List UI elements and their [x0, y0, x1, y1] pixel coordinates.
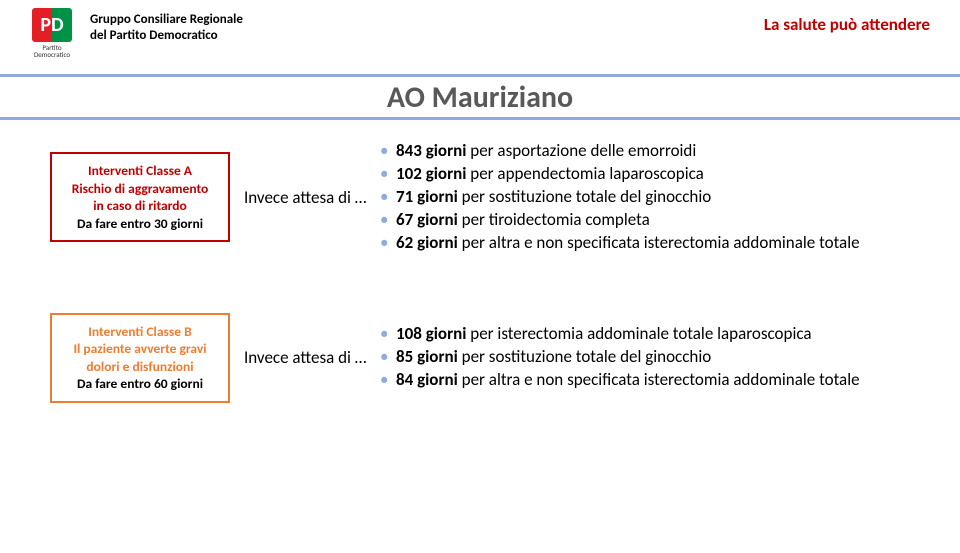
item-rest: per appendectomia laparoscopica: [466, 163, 703, 184]
list-item: 67 giorni per tiroidectomia completa: [380, 209, 920, 232]
list-item: 84 giorni per altra e non specificata is…: [380, 369, 920, 392]
item-rest: per altra e non specificata isterectomia…: [458, 369, 860, 390]
item-rest: per altra e non specificata isterectomia…: [458, 232, 860, 253]
list-item: 102 giorni per appendectomia laparoscopi…: [380, 163, 920, 186]
item-rest: per asportazione delle emorroidi: [466, 140, 696, 161]
list-item: 62 giorni per altra e non specificata is…: [380, 232, 920, 255]
pd-logo-letters: PD: [40, 13, 63, 37]
page-title: AO Mauriziano: [387, 79, 573, 116]
item-rest: per sostituzione totale del ginocchio: [458, 346, 711, 367]
badge-a-line3: in caso di ritardo: [58, 197, 222, 215]
tagline: La salute può attendere: [764, 14, 930, 35]
badge-a-line2: Rischio di aggravamento: [58, 180, 222, 198]
list-item: 85 giorni per sostituzione totale del gi…: [380, 346, 920, 369]
lead-text-a: Invece attesa di …: [230, 187, 380, 208]
badge-class-b: Interventi Classe B Il paziente avverte …: [50, 313, 230, 403]
pd-logo-subtext: Partito Democratico: [24, 44, 80, 58]
item-rest: per isterectomia addominale totale lapar…: [466, 323, 811, 344]
badge-a-deadline: Da fare entro 30 giorni: [58, 215, 222, 233]
badge-class-a: Interventi Classe A Rischio di aggravame…: [50, 152, 230, 242]
org-name: Gruppo Consiliare Regionale del Partito …: [90, 12, 243, 45]
badge-b-deadline: Da fare entro 60 giorni: [58, 375, 222, 393]
item-days: 108 giorni: [396, 323, 466, 344]
org-line2: del Partito Democratico: [90, 28, 243, 44]
pd-logo: PD Partito Democratico: [24, 8, 80, 66]
item-days: 67 giorni: [396, 209, 458, 230]
bullets-class-a: 843 giorni per asportazione delle emorro…: [380, 140, 920, 255]
badge-b-line3: dolori e disfunzioni: [58, 358, 222, 376]
title-band: AO Mauriziano: [0, 74, 960, 120]
item-days: 62 giorni: [396, 232, 458, 253]
badge-a-line1: Interventi Classe A: [58, 162, 222, 180]
section-class-a: Interventi Classe A Rischio di aggravame…: [50, 140, 920, 255]
list-item: 843 giorni per asportazione delle emorro…: [380, 140, 920, 163]
list-item: 71 giorni per sostituzione totale del gi…: [380, 186, 920, 209]
item-rest: per tiroidectomia completa: [458, 209, 650, 230]
item-days: 85 giorni: [396, 346, 458, 367]
list-item: 108 giorni per isterectomia addominale t…: [380, 323, 920, 346]
pd-logo-mark: PD: [32, 8, 72, 42]
item-days: 71 giorni: [396, 186, 458, 207]
item-rest: per sostituzione totale del ginocchio: [458, 186, 711, 207]
slide-header: PD Partito Democratico Gruppo Consiliare…: [0, 0, 960, 74]
section-class-b: Interventi Classe B Il paziente avverte …: [50, 313, 920, 403]
bullets-class-b: 108 giorni per isterectomia addominale t…: [380, 323, 920, 392]
item-days: 843 giorni: [396, 140, 466, 161]
item-days: 84 giorni: [396, 369, 458, 390]
org-line1: Gruppo Consiliare Regionale: [90, 12, 243, 28]
badge-b-line2: Il paziente avverte gravi: [58, 340, 222, 358]
badge-b-line1: Interventi Classe B: [58, 323, 222, 341]
content-area: Interventi Classe A Rischio di aggravame…: [50, 140, 920, 533]
lead-text-b: Invece attesa di …: [230, 347, 380, 368]
item-days: 102 giorni: [396, 163, 466, 184]
header-left: PD Partito Democratico Gruppo Consiliare…: [24, 8, 243, 66]
